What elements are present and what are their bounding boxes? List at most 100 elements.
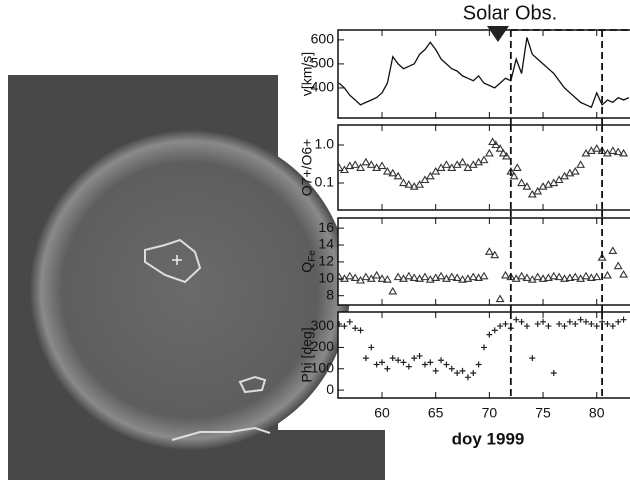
y-tick-label: 0.1 [315, 174, 335, 190]
plus-marker [609, 323, 616, 330]
y-axis-label: v[km/s] [299, 52, 315, 96]
plus-marker [582, 318, 589, 325]
triangle-marker [543, 180, 553, 188]
triangle-marker [388, 168, 398, 177]
plot-marks [338, 316, 627, 381]
triangle-marker [554, 272, 564, 281]
plus-marker [593, 323, 600, 330]
triangle-marker [436, 271, 446, 280]
triangle-marker [592, 272, 602, 281]
y-tick-label: 8 [326, 286, 334, 302]
contour [144, 238, 202, 284]
triangle-marker [592, 144, 602, 152]
plus-marker [572, 320, 579, 327]
triangle-marker [458, 275, 467, 283]
triangle-marker [463, 274, 473, 282]
triangle-marker [366, 160, 376, 168]
triangle-marker [372, 163, 382, 171]
triangle-marker [441, 160, 451, 168]
plus-marker [588, 320, 595, 327]
plot-frame [337, 217, 630, 306]
plus-marker [438, 357, 445, 364]
triangle-marker [447, 272, 457, 281]
x-tick-label: 70 [482, 405, 498, 421]
triangle-marker [425, 171, 435, 180]
center-cross [172, 255, 182, 265]
triangle-marker [619, 148, 629, 157]
plot-frame [337, 311, 630, 399]
triangle-marker [495, 294, 505, 303]
plus-marker [357, 327, 364, 334]
triangle-marker [619, 270, 629, 278]
plus-marker [395, 357, 402, 364]
triangle-marker [361, 272, 371, 281]
triangle-marker [425, 275, 435, 283]
triangle-marker [495, 144, 505, 152]
y-axis-label: Phi [deg] [299, 327, 315, 382]
data-line [338, 37, 630, 109]
y-tick-label: 300 [311, 317, 335, 333]
plus-marker [389, 355, 396, 362]
triangle-marker [488, 137, 498, 146]
triangle-marker [350, 273, 360, 282]
x-tick-label: 75 [535, 405, 551, 421]
triangle-marker [382, 166, 392, 175]
y-tick-label: 14 [318, 236, 334, 252]
plus-marker [454, 370, 461, 377]
plus-marker [384, 365, 391, 372]
triangle-marker [338, 163, 344, 171]
plus-marker [443, 361, 450, 368]
plus-marker [550, 370, 557, 377]
y-axis-label: O7+/O6+ [299, 139, 315, 197]
triangle-marker [345, 271, 355, 280]
triangle-marker [560, 274, 569, 282]
triangle-marker [570, 272, 580, 281]
plot-marks [338, 137, 629, 198]
plus-marker [368, 344, 375, 351]
triangle-marker [377, 274, 387, 282]
plus-marker [502, 320, 509, 327]
triangle-marker [613, 261, 623, 270]
triangle-marker [608, 246, 618, 254]
triangle-marker [501, 270, 510, 279]
triangle-marker [404, 180, 414, 188]
plus-marker [523, 323, 530, 330]
triangle-marker [554, 175, 564, 184]
plus-marker [362, 355, 369, 362]
triangle-marker [339, 165, 349, 174]
triangle-marker [517, 271, 527, 280]
triangle-marker [533, 272, 543, 281]
plus-marker [481, 344, 487, 351]
triangle-marker [415, 180, 425, 188]
triangle-marker [431, 273, 441, 282]
triangle-marker [491, 140, 501, 149]
triangle-marker [372, 270, 382, 279]
plus-marker [346, 318, 353, 325]
plus-marker [421, 361, 428, 368]
y-tick-label: 12 [318, 253, 334, 269]
triangle-marker [479, 155, 489, 164]
triangle-marker [543, 273, 553, 282]
plus-marker [486, 331, 493, 338]
x-tick-label: 65 [428, 405, 444, 421]
x-tick-label: 60 [374, 405, 390, 421]
y-tick-label: 10 [318, 270, 334, 286]
plus-marker [513, 316, 520, 323]
plus-marker [379, 359, 386, 366]
plus-marker [475, 361, 482, 368]
plus-marker [534, 320, 541, 327]
triangle-marker [468, 272, 478, 281]
plus-marker [577, 316, 584, 323]
triangle-marker [393, 272, 403, 281]
triangle-marker [431, 166, 441, 175]
triangle-marker [538, 274, 548, 282]
plus-marker [497, 323, 504, 330]
plus-marker [432, 367, 439, 374]
triangle-marker [377, 161, 387, 170]
plus-marker [341, 323, 348, 330]
triangle-marker [533, 186, 543, 195]
plus-marker [338, 320, 343, 327]
plus-marker [373, 361, 380, 368]
plus-marker [448, 365, 455, 372]
triangle-marker [549, 271, 559, 280]
